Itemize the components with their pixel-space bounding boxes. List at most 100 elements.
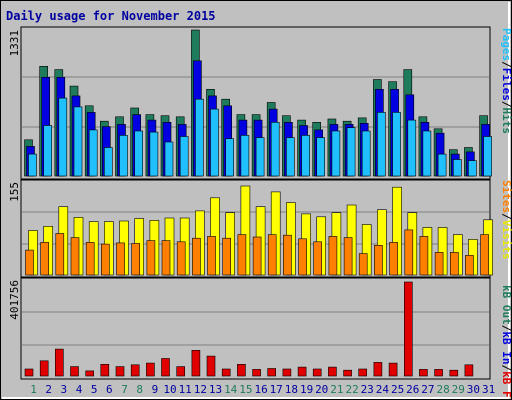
bar-sites-day-12 xyxy=(192,237,201,276)
day-label-21: 21 xyxy=(330,383,343,396)
bar-pages-day-22 xyxy=(346,127,356,177)
day-label-19: 19 xyxy=(300,383,313,396)
bar-kb-f-day-16 xyxy=(252,369,261,377)
bar-pages-day-3 xyxy=(58,97,68,177)
bar-kb-f-day-26 xyxy=(403,281,413,377)
bar-pages-day-20 xyxy=(316,137,326,177)
day-label-2: 2 xyxy=(45,383,52,396)
day-label-30: 30 xyxy=(467,383,480,396)
bar-sites-day-19 xyxy=(298,238,307,276)
bar-kb-f-day-9 xyxy=(146,362,155,377)
legend-kbf-kbin-kbout: kB Out/kB In/kB F xyxy=(500,285,512,398)
bar-sites-day-14 xyxy=(222,237,231,276)
bar-sites-day-21 xyxy=(328,236,338,276)
day-label-16: 16 xyxy=(254,383,267,396)
bar-kb-f-day-2 xyxy=(39,360,49,377)
day-label-9: 9 xyxy=(152,383,159,396)
bar-pages-day-28 xyxy=(437,153,447,177)
bar-kb-f-day-10 xyxy=(161,358,170,377)
bar-pages-day-21 xyxy=(331,130,341,177)
bar-pages-day-8 xyxy=(134,130,143,177)
day-label-1: 1 xyxy=(30,383,37,396)
bar-pages-day-9 xyxy=(149,131,159,177)
bar-kb-f-day-24 xyxy=(373,362,383,377)
bar-kb-f-day-1 xyxy=(24,368,34,377)
bar-kb-f-day-18 xyxy=(282,368,292,377)
bar-pages-day-29 xyxy=(452,159,462,177)
bar-sites-day-23 xyxy=(358,253,368,276)
panel-hits: 1331 Pages/Files/Hits xyxy=(8,26,512,180)
bar-sites-day-2 xyxy=(40,242,50,276)
bar-sites-day-25 xyxy=(389,242,398,276)
panel-visits: 155 Sites/Visits xyxy=(8,179,512,278)
bar-kb-f-day-11 xyxy=(176,366,185,377)
day-label-28: 28 xyxy=(436,383,449,396)
bar-kb-f-day-8 xyxy=(130,364,140,377)
legend-kbf: kB F xyxy=(500,371,512,398)
legend-sites-visits: Sites/Visits xyxy=(500,180,512,260)
bar-kb-f-day-27 xyxy=(419,369,428,377)
bar-pages-day-11 xyxy=(179,136,189,177)
bar-pages-day-17 xyxy=(270,122,280,177)
bar-pages-day-27 xyxy=(422,130,432,177)
bar-kb-f-day-17 xyxy=(267,368,277,377)
day-label-4: 4 xyxy=(76,383,83,396)
bar-kb-f-day-30 xyxy=(464,364,474,377)
bar-sites-day-8 xyxy=(131,243,140,276)
legend-sep-1: / xyxy=(500,61,512,68)
bar-kb-f-day-20 xyxy=(312,368,322,377)
panel-kb-ymax-label: 401756 xyxy=(8,280,21,320)
day-label-12: 12 xyxy=(194,383,207,396)
panel-kb-frame xyxy=(20,277,491,380)
day-label-24: 24 xyxy=(376,383,390,396)
bar-sites-day-15 xyxy=(237,234,247,276)
bar-pages-day-18 xyxy=(286,137,295,177)
bar-kb-f-day-13 xyxy=(206,355,216,377)
panel-hits-frame xyxy=(20,26,491,180)
day-label-22: 22 xyxy=(345,383,358,396)
bar-pages-day-13 xyxy=(210,108,219,177)
panel-hits-bars xyxy=(24,29,492,177)
bar-kb-f-day-12 xyxy=(191,349,201,377)
bar-kb-f-day-22 xyxy=(343,369,352,377)
bar-pages-day-14 xyxy=(225,138,234,177)
panel-kb-bars xyxy=(24,281,474,377)
day-label-18: 18 xyxy=(285,383,298,396)
bar-kb-f-day-28 xyxy=(434,369,443,377)
day-label-20: 20 xyxy=(315,383,328,396)
day-label-17: 17 xyxy=(270,383,283,396)
legend-sep-3: / xyxy=(500,213,512,220)
bar-pages-day-2 xyxy=(43,125,53,177)
bar-sites-day-13 xyxy=(207,236,216,276)
bar-pages-day-26 xyxy=(407,119,417,177)
day-label-13: 13 xyxy=(209,383,222,396)
day-label-3: 3 xyxy=(60,383,67,396)
legend-sep-2: / xyxy=(500,101,512,108)
day-label-25: 25 xyxy=(391,383,404,396)
bar-sites-day-24 xyxy=(374,245,383,276)
bar-pages-day-6 xyxy=(104,147,113,177)
bar-pages-day-5 xyxy=(88,129,98,177)
bar-pages-day-4 xyxy=(73,106,83,177)
bar-sites-day-31 xyxy=(480,234,489,276)
bar-kb-f-day-29 xyxy=(449,369,459,377)
bar-sites-day-1 xyxy=(25,249,34,276)
bar-sites-day-5 xyxy=(85,242,95,276)
day-label-6: 6 xyxy=(106,383,113,396)
bar-kb-f-day-3 xyxy=(54,348,64,377)
day-label-8: 8 xyxy=(136,383,143,396)
bar-sites-day-10 xyxy=(161,240,171,276)
chart-title: Daily usage for November 2015 xyxy=(6,9,216,23)
bar-pages-day-23 xyxy=(361,130,371,177)
day-label-11: 11 xyxy=(179,383,192,396)
bar-pages-day-19 xyxy=(301,135,310,177)
bar-sites-day-26 xyxy=(404,229,414,276)
bar-kb-f-day-15 xyxy=(237,363,246,377)
bar-pages-day-10 xyxy=(164,141,174,177)
bar-sites-day-30 xyxy=(465,255,474,276)
bar-kb-f-day-14 xyxy=(221,368,231,377)
x-axis-day-labels: 1 2 3 4 5 6 7 8 9 10 11 12 13 14 15 16 17 18 19 20 21 22 23 24 2… xyxy=(30,383,495,396)
day-label-29: 29 xyxy=(452,383,465,396)
